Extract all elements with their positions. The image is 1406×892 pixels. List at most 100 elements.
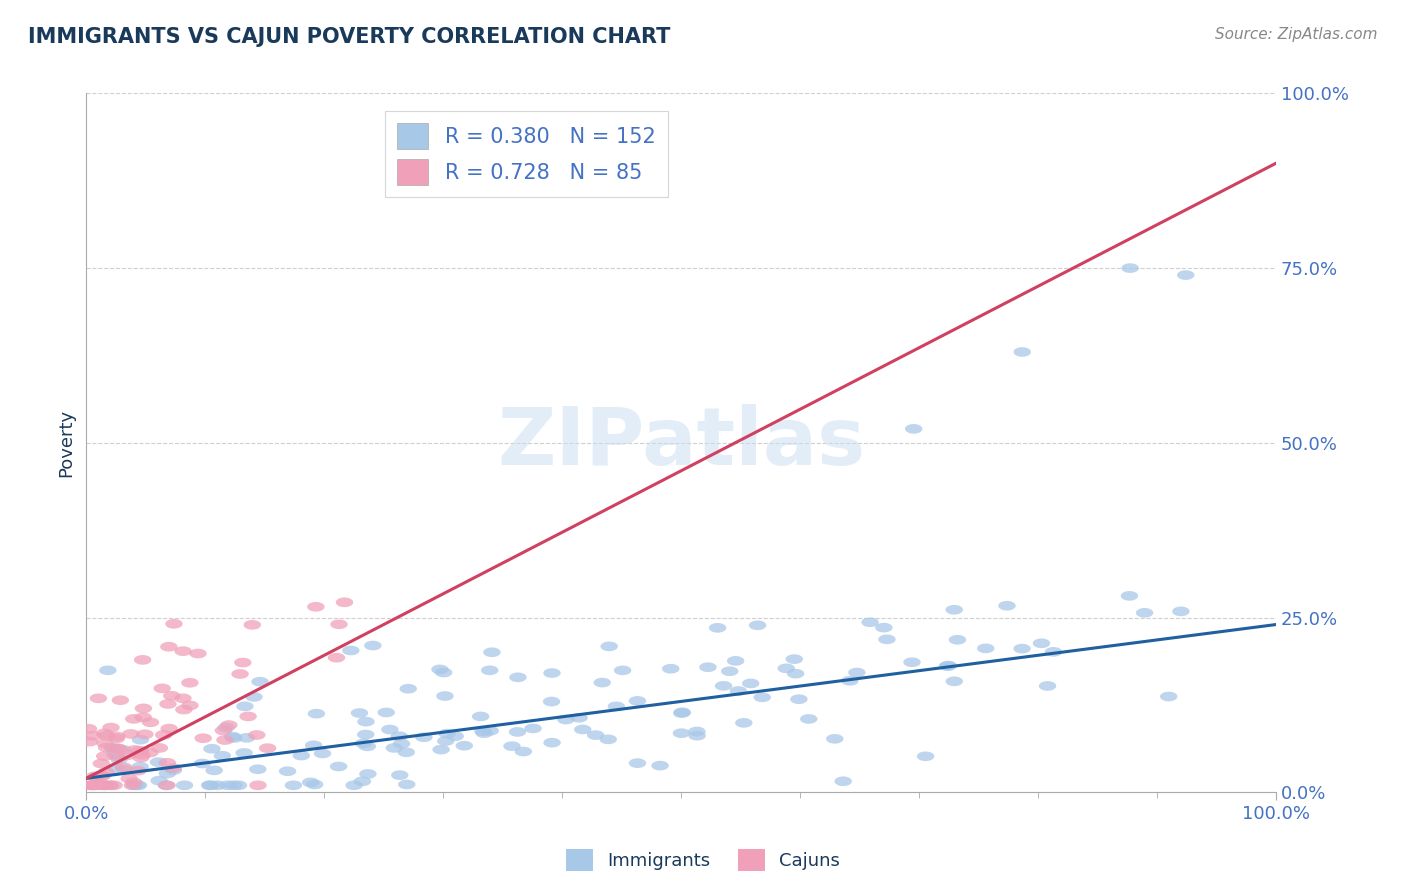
- Point: [974, 641, 997, 656]
- Point: [191, 756, 214, 771]
- Point: [671, 726, 693, 740]
- Point: [222, 731, 245, 745]
- Point: [1133, 606, 1156, 620]
- Point: [1157, 690, 1180, 704]
- Point: [122, 775, 145, 789]
- Point: [94, 736, 117, 750]
- Point: [90, 778, 112, 792]
- Point: [433, 689, 456, 703]
- Point: [943, 603, 966, 617]
- Point: [727, 684, 749, 698]
- Point: [648, 758, 671, 772]
- Point: [94, 778, 117, 792]
- Point: [235, 731, 257, 745]
- Point: [1119, 261, 1142, 276]
- Point: [107, 741, 129, 756]
- Point: [936, 659, 959, 673]
- Point: [172, 644, 194, 658]
- Point: [156, 766, 179, 780]
- Point: [598, 640, 620, 654]
- Point: [470, 709, 492, 723]
- Point: [946, 632, 969, 647]
- Point: [328, 617, 350, 632]
- Point: [125, 778, 148, 792]
- Point: [785, 666, 807, 681]
- Point: [80, 778, 103, 792]
- Point: [290, 748, 312, 763]
- Point: [155, 778, 177, 792]
- Point: [479, 723, 502, 738]
- Point: [160, 689, 183, 703]
- Point: [747, 618, 769, 632]
- Point: [101, 740, 124, 755]
- Point: [302, 739, 325, 753]
- Point: [382, 740, 405, 755]
- Text: Source: ZipAtlas.com: Source: ZipAtlas.com: [1215, 27, 1378, 42]
- Point: [104, 761, 127, 775]
- Point: [179, 675, 201, 690]
- Point: [540, 695, 562, 709]
- Point: [501, 739, 523, 753]
- Point: [568, 711, 591, 725]
- Point: [472, 726, 495, 740]
- Point: [671, 706, 693, 720]
- Point: [156, 756, 179, 770]
- Point: [671, 705, 693, 719]
- Point: [163, 616, 186, 631]
- Point: [233, 699, 256, 714]
- Point: [94, 765, 117, 780]
- Legend: Immigrants, Cajuns: Immigrants, Cajuns: [558, 842, 848, 879]
- Point: [122, 712, 145, 726]
- Point: [697, 660, 720, 674]
- Point: [87, 691, 110, 706]
- Point: [444, 729, 467, 743]
- Point: [97, 663, 120, 677]
- Point: [751, 690, 773, 705]
- Y-axis label: Poverty: Poverty: [58, 409, 75, 477]
- Point: [105, 741, 128, 756]
- Point: [222, 778, 245, 792]
- Point: [221, 730, 243, 744]
- Point: [876, 632, 898, 647]
- Point: [93, 778, 115, 792]
- Point: [481, 645, 503, 659]
- Point: [198, 778, 221, 792]
- Point: [1170, 604, 1192, 618]
- Point: [105, 730, 128, 744]
- Point: [148, 741, 170, 756]
- Point: [103, 778, 125, 792]
- Point: [132, 710, 155, 724]
- Point: [120, 727, 142, 741]
- Point: [686, 729, 709, 743]
- Point: [571, 723, 593, 737]
- Point: [93, 778, 115, 792]
- Point: [122, 778, 145, 792]
- Legend: R = 0.380   N = 152, R = 0.728   N = 85: R = 0.380 N = 152, R = 0.728 N = 85: [385, 111, 668, 197]
- Point: [229, 667, 252, 681]
- Point: [131, 747, 153, 762]
- Point: [429, 662, 451, 676]
- Point: [108, 752, 131, 766]
- Point: [117, 748, 139, 763]
- Point: [740, 676, 762, 690]
- Point: [333, 595, 356, 609]
- Point: [134, 727, 156, 741]
- Point: [395, 777, 418, 791]
- Point: [256, 741, 278, 756]
- Point: [388, 768, 411, 782]
- Point: [131, 653, 153, 667]
- Point: [148, 755, 170, 769]
- Point: [83, 778, 105, 792]
- Point: [173, 702, 195, 716]
- Point: [395, 745, 418, 759]
- Point: [246, 762, 269, 776]
- Point: [396, 681, 419, 696]
- Point: [79, 734, 101, 748]
- Point: [156, 697, 179, 711]
- Point: [1011, 345, 1033, 359]
- Point: [354, 727, 377, 741]
- Point: [914, 749, 936, 764]
- Point: [232, 656, 254, 670]
- Point: [541, 736, 564, 750]
- Point: [105, 731, 128, 746]
